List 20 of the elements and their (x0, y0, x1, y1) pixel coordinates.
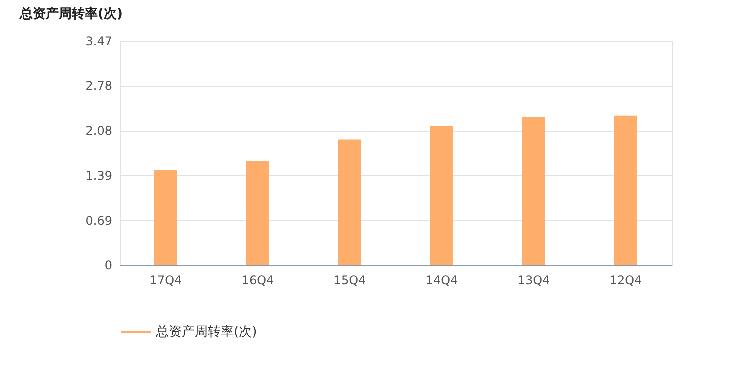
y-tick-label: 2.78 (86, 79, 112, 94)
bar (154, 170, 178, 265)
bar (338, 140, 362, 265)
x-tick-label: 13Q4 (518, 274, 550, 288)
y-axis-title: 总资产周转率(次) (19, 6, 123, 22)
x-tick-label: 14Q4 (426, 274, 458, 288)
y-tick-label: 0.69 (86, 214, 112, 228)
x-tick-label: 16Q4 (242, 274, 274, 288)
x-tick-label: 12Q4 (610, 274, 642, 288)
bar (430, 126, 454, 265)
y-tick-label: 3.47 (86, 34, 112, 48)
y-tick-label: 0 (104, 258, 112, 272)
y-tick-label: 1.39 (86, 168, 112, 183)
y-tick-label: 2.08 (86, 124, 112, 138)
bar (614, 116, 638, 265)
legend-label: 总资产周转率(次) (155, 324, 258, 340)
x-tick-label: 15Q4 (334, 274, 366, 288)
bar (246, 161, 270, 265)
x-tick-label: 17Q4 (150, 274, 182, 288)
bar (522, 117, 546, 265)
